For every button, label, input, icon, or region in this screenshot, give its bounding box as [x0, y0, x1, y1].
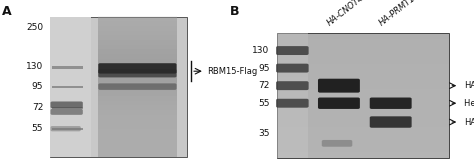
- Bar: [98, 21, 177, 26]
- Bar: [98, 63, 177, 68]
- Bar: [98, 133, 177, 138]
- FancyBboxPatch shape: [98, 83, 176, 90]
- FancyBboxPatch shape: [98, 69, 176, 77]
- Bar: [52, 107, 83, 109]
- Text: 130: 130: [252, 46, 269, 55]
- Text: 55: 55: [258, 99, 269, 108]
- Bar: [98, 26, 177, 31]
- Text: HA-PRMT1: HA-PRMT1: [464, 117, 474, 127]
- FancyBboxPatch shape: [370, 116, 411, 128]
- Bar: [277, 33, 449, 158]
- Bar: [98, 105, 177, 110]
- Text: 72: 72: [32, 103, 43, 112]
- Bar: [98, 101, 177, 105]
- Bar: [277, 64, 449, 71]
- Bar: [98, 73, 177, 77]
- FancyBboxPatch shape: [370, 98, 411, 109]
- Text: HA-PRMT1: HA-PRMT1: [378, 0, 418, 28]
- Text: 95: 95: [32, 82, 43, 91]
- Bar: [50, 16, 91, 157]
- Text: Heavy chains: Heavy chains: [464, 99, 474, 108]
- Bar: [277, 33, 308, 158]
- Bar: [277, 89, 449, 96]
- Bar: [98, 68, 177, 73]
- Bar: [277, 121, 449, 127]
- Bar: [98, 91, 177, 96]
- Bar: [277, 39, 449, 46]
- Bar: [277, 140, 449, 146]
- Bar: [98, 119, 177, 124]
- Text: 130: 130: [26, 63, 43, 71]
- Bar: [277, 152, 449, 158]
- Bar: [277, 115, 449, 121]
- Bar: [98, 115, 177, 119]
- Bar: [277, 127, 449, 133]
- Bar: [98, 87, 177, 91]
- Bar: [277, 83, 449, 89]
- Bar: [98, 143, 177, 147]
- FancyBboxPatch shape: [318, 98, 360, 109]
- Bar: [98, 124, 177, 129]
- FancyBboxPatch shape: [276, 81, 309, 90]
- Bar: [52, 66, 83, 69]
- Bar: [98, 54, 177, 59]
- Bar: [277, 52, 449, 58]
- Bar: [50, 16, 187, 157]
- Bar: [277, 96, 449, 102]
- Bar: [98, 49, 177, 54]
- FancyBboxPatch shape: [318, 79, 360, 93]
- Text: HA-CNOT4: HA-CNOT4: [464, 81, 474, 90]
- Bar: [277, 71, 449, 77]
- Text: B: B: [230, 5, 239, 18]
- Text: 250: 250: [26, 23, 43, 32]
- Bar: [98, 138, 177, 143]
- FancyBboxPatch shape: [51, 109, 83, 115]
- Bar: [98, 152, 177, 157]
- Text: A: A: [2, 5, 12, 18]
- Text: 35: 35: [258, 129, 269, 138]
- Bar: [277, 102, 449, 108]
- Text: HA-CNOT4: HA-CNOT4: [326, 0, 366, 28]
- Bar: [277, 133, 449, 140]
- Bar: [98, 82, 177, 87]
- Bar: [98, 35, 177, 40]
- Bar: [98, 16, 177, 21]
- Bar: [98, 45, 177, 49]
- Bar: [277, 77, 449, 83]
- Bar: [98, 110, 177, 115]
- Text: RBM15-Flag: RBM15-Flag: [207, 67, 257, 76]
- FancyBboxPatch shape: [276, 64, 309, 73]
- Bar: [277, 46, 449, 52]
- Bar: [277, 146, 449, 152]
- Bar: [277, 58, 449, 64]
- Bar: [277, 108, 449, 115]
- FancyBboxPatch shape: [276, 46, 309, 55]
- FancyBboxPatch shape: [98, 63, 176, 74]
- Bar: [98, 31, 177, 35]
- Bar: [98, 147, 177, 152]
- Bar: [52, 128, 83, 130]
- Bar: [52, 86, 83, 88]
- FancyBboxPatch shape: [51, 101, 83, 108]
- Bar: [98, 16, 177, 157]
- Bar: [277, 33, 449, 39]
- Bar: [98, 77, 177, 82]
- FancyBboxPatch shape: [322, 140, 352, 147]
- Bar: [98, 129, 177, 133]
- FancyBboxPatch shape: [276, 99, 309, 108]
- Text: 55: 55: [32, 124, 43, 133]
- Bar: [98, 40, 177, 45]
- Bar: [98, 96, 177, 101]
- Bar: [98, 59, 177, 63]
- Text: 95: 95: [258, 64, 269, 73]
- FancyBboxPatch shape: [51, 126, 81, 131]
- Text: 72: 72: [258, 81, 269, 90]
